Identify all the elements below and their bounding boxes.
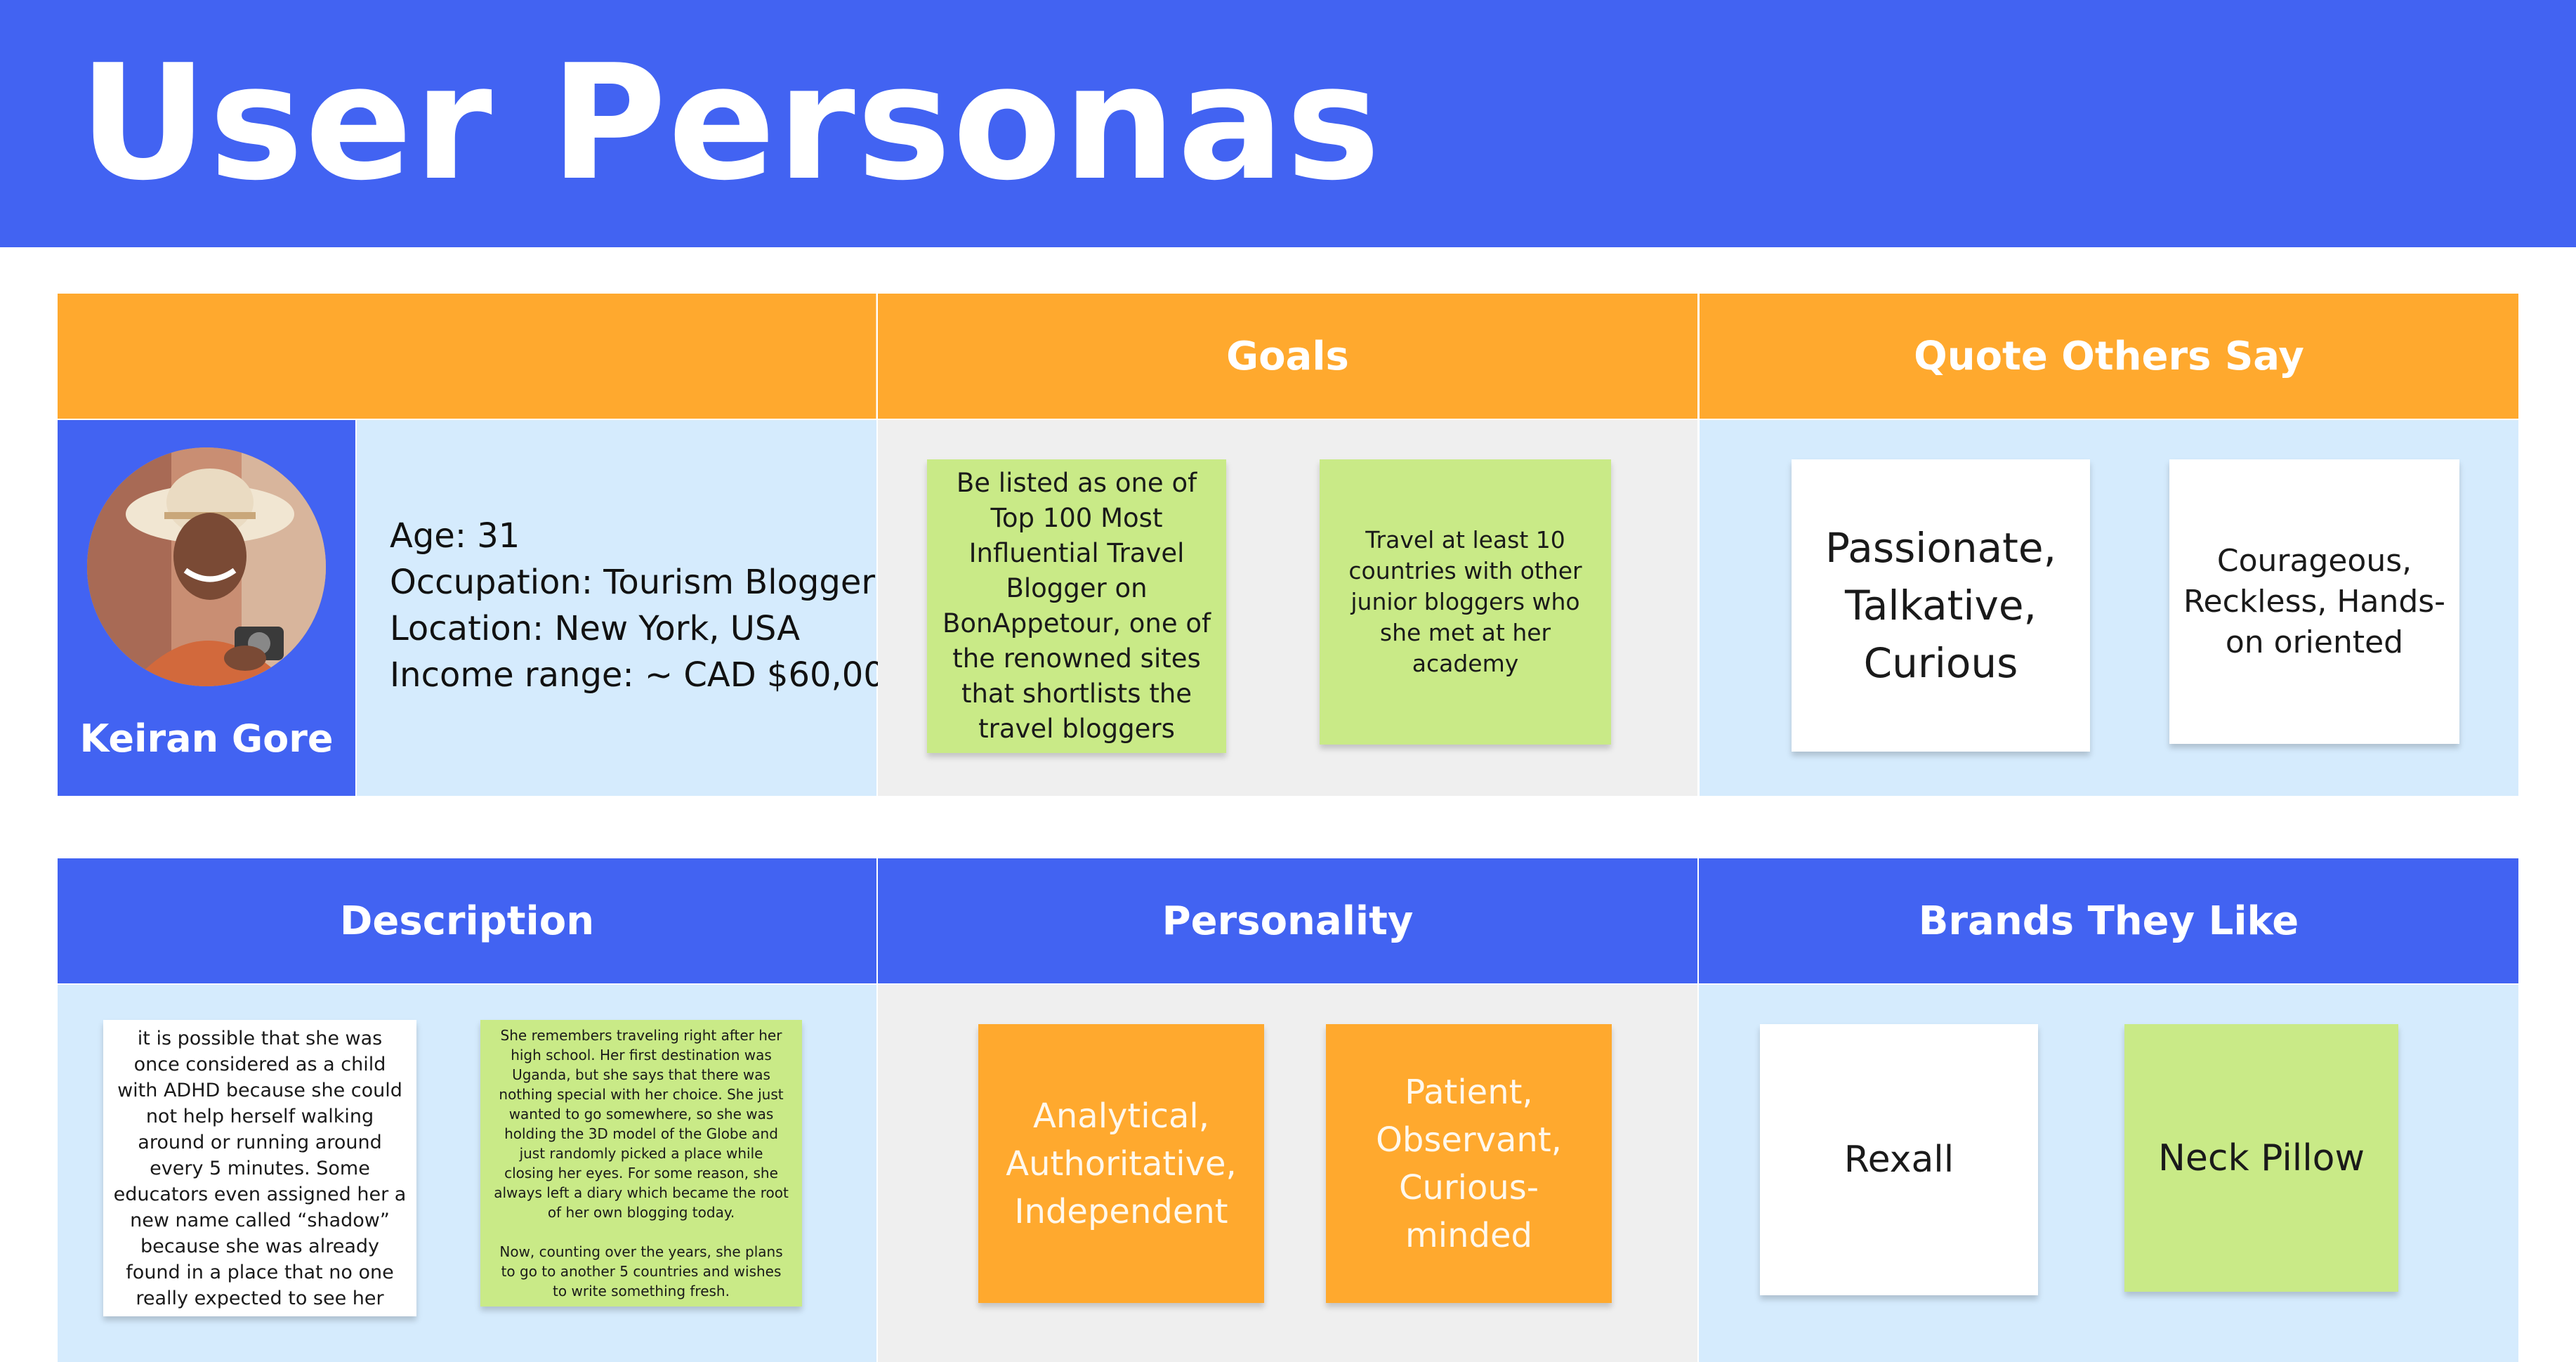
goal-note-2: Travel at least 10 countries with other … bbox=[1320, 459, 1611, 745]
header-divider bbox=[876, 858, 878, 983]
description-header: Description bbox=[58, 858, 876, 983]
title-banner: User Personas bbox=[0, 0, 2576, 247]
persona-location: Location: New York, USA bbox=[390, 609, 801, 648]
page-title: User Personas bbox=[79, 31, 1382, 216]
personality-note-2: Patient, Observant, Curious-minded bbox=[1326, 1024, 1612, 1303]
personality-header: Personality bbox=[878, 858, 1697, 983]
description-note-1: it is possible that she was once conside… bbox=[103, 1020, 416, 1316]
goal-note-1: Be listed as one of Top 100 Most Influen… bbox=[927, 459, 1226, 753]
quotes-header: Quote Others Say bbox=[1700, 294, 2518, 419]
header-divider bbox=[876, 294, 878, 419]
quote-note-1: Passionate, Talkative, Curious bbox=[1792, 459, 2090, 752]
description-note-2-para-2: Now, counting over the years, she plans … bbox=[499, 1243, 783, 1299]
quote-note-2: Courageous, Reckless, Hands-on oriented bbox=[2169, 459, 2459, 744]
persona-name: Keiran Gore bbox=[79, 716, 334, 761]
brand-note-2: Neck Pillow bbox=[2124, 1024, 2398, 1292]
avatar bbox=[87, 447, 326, 686]
persona-income: Income range: ~ CAD $60,000 bbox=[390, 655, 907, 695]
personality-note-1: Analytical, Authoritative, Independent bbox=[978, 1024, 1264, 1303]
persona-occupation: Occupation: Tourism Blogger bbox=[390, 563, 876, 602]
persona-age: Age: 31 bbox=[390, 516, 520, 556]
description-note-2-para-1: She remembers traveling right after her … bbox=[494, 1027, 789, 1221]
goals-header: Goals bbox=[878, 294, 1697, 419]
avatar-photo bbox=[87, 447, 326, 686]
persona-header-blank bbox=[58, 294, 876, 419]
header-divider bbox=[1697, 294, 1700, 419]
brand-note-1: Rexall bbox=[1760, 1024, 2038, 1295]
persona-stats: Age: 31 Occupation: Tourism Blogger Loca… bbox=[390, 513, 906, 698]
brands-header: Brands They Like bbox=[1699, 858, 2518, 983]
header-divider bbox=[1697, 858, 1699, 983]
persona-info-panel bbox=[357, 420, 876, 796]
description-note-2: She remembers traveling right after her … bbox=[480, 1020, 802, 1307]
